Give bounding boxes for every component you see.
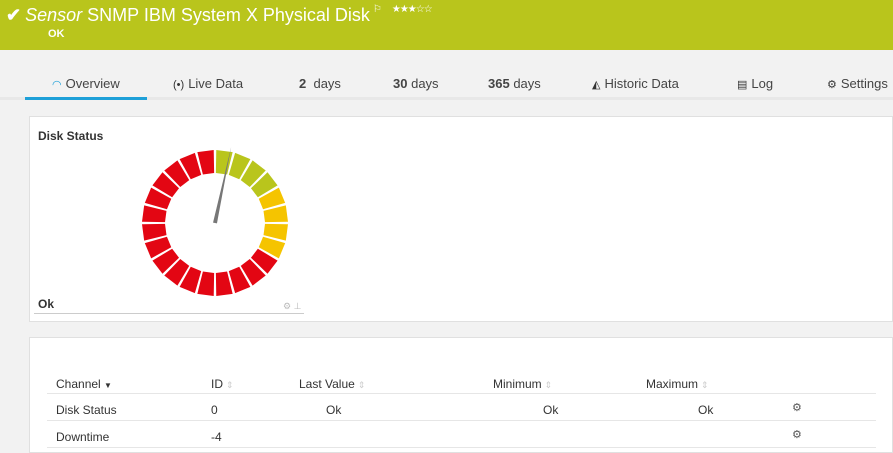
value-divider (34, 313, 304, 314)
sort-icon: ⇕ (544, 380, 553, 390)
cell-channel[interactable]: Downtime (56, 430, 110, 444)
sort-icon: ⇕ (226, 380, 234, 390)
gauge-segment (228, 266, 251, 294)
gauge-needle (213, 146, 232, 224)
cell-id: 0 (211, 403, 218, 417)
header-label: Last Value (299, 377, 355, 391)
header-id[interactable]: ID ⇕ (211, 377, 234, 391)
flag-icon[interactable]: ⚐ (372, 4, 382, 15)
sort-icon: ⇕ (357, 380, 366, 390)
gauge-segment (164, 258, 190, 286)
gauge-segment (144, 236, 172, 259)
tab-overview[interactable]: ◠ Overview (52, 76, 120, 91)
gauge-segment (142, 223, 167, 241)
title-text: SNMP IBM System X Physical Disk (87, 5, 370, 25)
tab-historic-data[interactable]: ◭ Historic Data (592, 76, 679, 91)
tab-live-data[interactable]: (•) Live Data (173, 76, 243, 91)
row-divider (47, 447, 876, 448)
tab-label: Historic Data (604, 76, 679, 91)
gauge-segment (179, 266, 202, 294)
sensor-title: Sensor SNMP IBM System X Physical Disk (25, 4, 370, 26)
tab-num: 2 (299, 76, 307, 91)
title-row: ✔ Sensor SNMP IBM System X Physical Disk… (6, 4, 433, 26)
header-last-value[interactable]: Last Value ⇕ (299, 377, 365, 391)
header-label: Minimum (493, 377, 542, 391)
gauge-segment (152, 172, 180, 198)
active-tab-indicator (25, 97, 147, 100)
gauge-segment (179, 152, 202, 180)
channel-settings-icon[interactable]: ⚙ (792, 429, 802, 441)
tab-num: 30 (393, 76, 408, 91)
gauge-segment (258, 236, 286, 259)
gauge-segment (240, 160, 266, 188)
cell-id: -4 (211, 430, 222, 444)
tab-log[interactable]: ▤ Log (737, 76, 773, 91)
gauge-panel: Disk Status Ok ⚙ ⊥ (29, 116, 893, 322)
sort-down-icon: ▼ (104, 381, 112, 390)
gauge-segment (164, 160, 190, 188)
gauge-segment (152, 248, 180, 274)
gauge-icon: ◠ (52, 79, 62, 91)
tab-30-days[interactable]: 30 days (393, 76, 439, 91)
gauge-segment (258, 187, 286, 210)
header-maximum[interactable]: Maximum ⇕ (646, 377, 709, 391)
row-divider (47, 420, 876, 421)
gauge-segment (250, 248, 278, 274)
gauge-tools: ⚙ ⊥ (283, 301, 301, 312)
sort-icon: ⇕ (701, 380, 709, 390)
gauge-title: Disk Status (38, 129, 104, 143)
header-channel[interactable]: Channel ▼ (56, 377, 112, 391)
priority-stars[interactable]: ★★★☆☆ (391, 4, 433, 15)
tab-bar: ◠ Overview (•) Live Data 2 days 30 days 36… (0, 66, 893, 100)
title-prefix: Sensor (25, 5, 83, 25)
channel-settings-icon[interactable]: ⚙ (792, 402, 802, 414)
cell-maximum: Ok (698, 403, 714, 417)
cell-minimum: Ok (543, 403, 559, 417)
gauge-segment (263, 223, 288, 241)
tab-label: Log (751, 76, 774, 91)
cell-channel[interactable]: Disk Status (56, 403, 117, 417)
header-label: ID (211, 377, 223, 391)
gauge-segment (142, 205, 167, 223)
area-chart-icon: ◭ (592, 79, 601, 91)
channel-panel: Channel ▼ ID ⇕ Last Value ⇕ Minimum ⇕ Maxim… (29, 337, 893, 453)
tab-label: days (411, 76, 439, 91)
status-gauge (142, 146, 288, 296)
gauge-segment (144, 187, 172, 210)
gauge-segment (197, 271, 215, 296)
gauge-value: Ok (38, 297, 55, 311)
tab-label: days (513, 76, 541, 91)
gauge-segment (263, 205, 288, 223)
header-label: Channel (56, 377, 101, 391)
tab-label: Settings (840, 76, 888, 91)
tab-label: Live Data (188, 76, 244, 91)
gear-icon: ⚙ (827, 79, 837, 91)
gauge-segment (250, 172, 278, 198)
header-label: Maximum (646, 377, 699, 391)
gear-icon[interactable]: ⚙ (283, 301, 292, 311)
tab-label: days (313, 76, 341, 91)
cell-last-value: Ok (326, 403, 342, 417)
tab-settings[interactable]: ⚙ Settings (827, 76, 888, 91)
sensor-header: ✔ Sensor SNMP IBM System X Physical Disk… (0, 0, 893, 50)
tab-2-days[interactable]: 2 days (299, 76, 341, 91)
tab-num: 365 (488, 76, 510, 91)
pin-icon[interactable]: ⊥ (293, 301, 302, 311)
status-text: OK (48, 28, 65, 40)
check-icon: ✔ (6, 5, 22, 25)
tab-365-days[interactable]: 365 days (488, 76, 541, 91)
gauge-segment (240, 258, 266, 286)
gauge-segment (215, 271, 233, 296)
broadcast-icon: (•) (173, 79, 185, 91)
gauge-segment (197, 150, 215, 175)
gauge-segment (228, 152, 251, 180)
gauge-segment (215, 150, 233, 175)
list-icon: ▤ (737, 79, 748, 91)
tab-label: Overview (65, 76, 120, 91)
header-minimum[interactable]: Minimum ⇕ (493, 377, 552, 391)
row-divider (47, 393, 876, 394)
